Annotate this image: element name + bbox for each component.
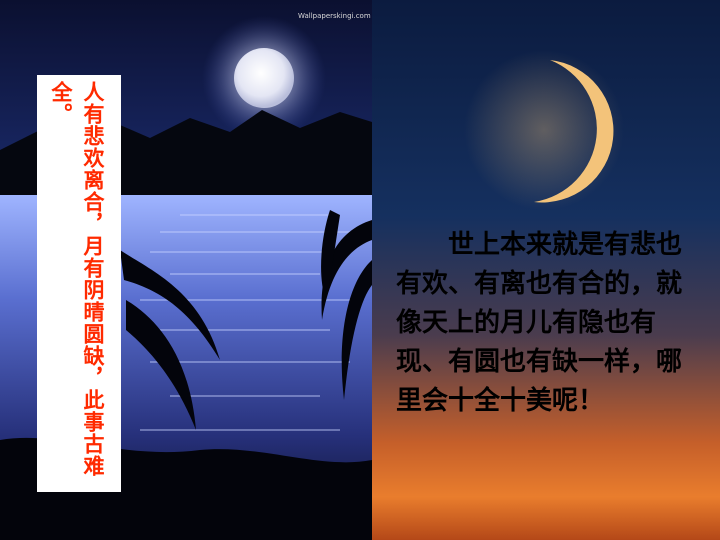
watermark-text: Wallpaperskingi.com (298, 12, 371, 20)
palm-leaves-left (120, 250, 220, 430)
poem-quote-text: 人有悲欢离合，月有阴晴圆缺，此事古难全。 (49, 81, 105, 477)
full-moon (234, 48, 294, 108)
sunset-sky-photo (372, 0, 720, 540)
poem-quote-card: 人有悲欢离合，月有阴晴圆缺，此事古难全。 (37, 75, 121, 492)
crescent-moon-icon (464, 50, 624, 210)
palm-leaves-right (321, 210, 372, 400)
explanation-paragraph: 世上本来就是有悲也有欢、有离也有合的，就像天上的月儿有隐也有现、有圆也有缺一样，… (396, 230, 683, 416)
night-lake-photo: Wallpaperskingi.com 人有悲欢离合，月有阴晴圆缺，此事古难全。 (0, 0, 372, 540)
